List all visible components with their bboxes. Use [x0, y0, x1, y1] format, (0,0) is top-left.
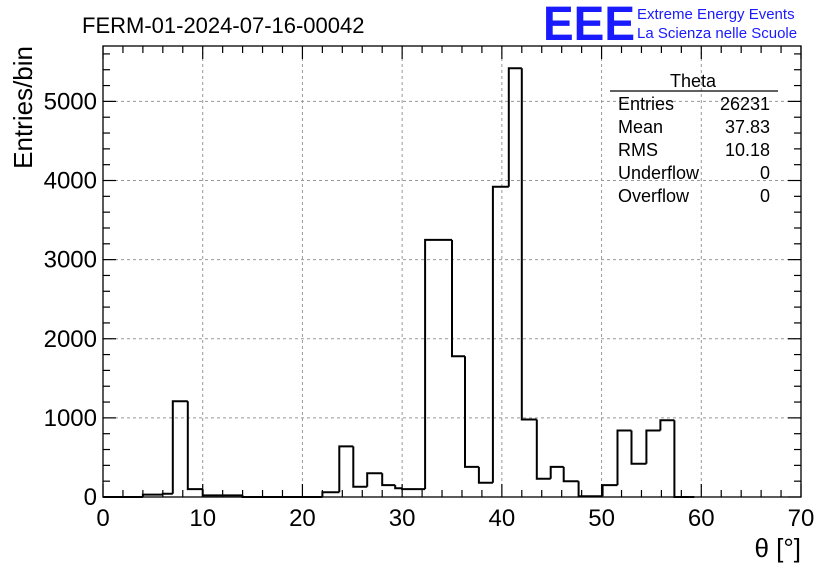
- x-tick-label: 60: [688, 505, 715, 532]
- stats-row-label: Overflow: [618, 186, 690, 206]
- histogram-bin: [645, 429, 661, 464]
- stats-row-label: Underflow: [618, 163, 700, 183]
- plot-frame: [102, 45, 802, 498]
- histogram-bin: [401, 488, 426, 491]
- x-tick-label: 30: [389, 505, 416, 532]
- x-tick-label: 20: [289, 505, 316, 532]
- histogram-bin: [577, 481, 603, 498]
- stats-row-label: Entries: [618, 94, 674, 114]
- run-title: FERM-01-2024-07-16-00042: [82, 13, 365, 38]
- histogram-bin: [451, 239, 465, 358]
- axes: [102, 45, 802, 498]
- y-axis-label: Entries/bin: [8, 46, 38, 169]
- histogram-bin: [562, 466, 579, 483]
- y-tick-label: 2000: [44, 326, 97, 353]
- histogram-bin: [201, 489, 223, 497]
- stats-row-value: 37.83: [725, 117, 770, 137]
- x-tick-label: 10: [189, 505, 216, 532]
- histogram-bin: [507, 67, 522, 187]
- histogram-bin: [424, 238, 452, 490]
- histogram-series: [103, 67, 695, 498]
- stats-box: Theta Entries 26231 Mean 37.83 RMS 10.18 Under…: [610, 71, 778, 206]
- histogram-bin: [464, 356, 479, 468]
- histogram-bin: [161, 492, 173, 495]
- histogram-bin: [171, 400, 188, 494]
- y-tick-label: 5000: [44, 88, 97, 115]
- y-tick-label: 1000: [44, 405, 97, 432]
- histogram-bin: [477, 466, 493, 484]
- histogram-bin: [549, 465, 564, 479]
- y-tick-label: 4000: [44, 168, 97, 195]
- histogram-bin: [366, 472, 383, 487]
- eee-logo: EEE: [543, 0, 635, 51]
- stats-rows: Entries 26231 Mean 37.83 RMS 10.18 Underflow 0 O…: [618, 94, 770, 206]
- histogram-bin: [186, 401, 203, 491]
- y-tick-label: 0: [84, 484, 97, 511]
- stats-row-value: 26231: [720, 94, 770, 114]
- histogram-bin: [491, 185, 509, 483]
- x-tick-label: 0: [96, 505, 109, 532]
- histogram-bin: [535, 419, 551, 480]
- histogram-bin: [630, 430, 647, 465]
- stats-row-label: RMS: [618, 140, 658, 160]
- histogram-bin: [616, 429, 632, 486]
- x-tick-label: 40: [489, 505, 516, 532]
- histogram-bin: [394, 485, 403, 490]
- logo-caption-line2: La Scienza nelle Scuole: [637, 25, 797, 42]
- histogram-bin: [520, 68, 537, 421]
- stats-title: Theta: [670, 71, 717, 91]
- stats-row-value: 0: [760, 163, 770, 183]
- x-axis-label: θ [°]: [754, 533, 801, 563]
- histogram-bin: [673, 420, 695, 498]
- histogram-bin: [352, 446, 368, 488]
- x-tick-label: 50: [588, 505, 615, 532]
- histogram-bin: [381, 473, 396, 487]
- histogram-bin: [659, 419, 675, 431]
- stats-row-value: 0: [760, 186, 770, 206]
- x-tick-label: 70: [788, 505, 815, 532]
- stats-row-label: Mean: [618, 117, 663, 137]
- histogram-bin: [601, 484, 618, 497]
- histogram-bin: [338, 445, 354, 493]
- logo-caption-line1: Extreme Energy Events: [637, 6, 795, 23]
- tick-labels: 0 10 20 30 40 50 60 70 0 1000 2000 3000 4000 5000: [44, 88, 815, 532]
- stats-row-value: 10.18: [725, 140, 770, 160]
- histogram-bin: [321, 491, 340, 497]
- y-tick-label: 3000: [44, 247, 97, 274]
